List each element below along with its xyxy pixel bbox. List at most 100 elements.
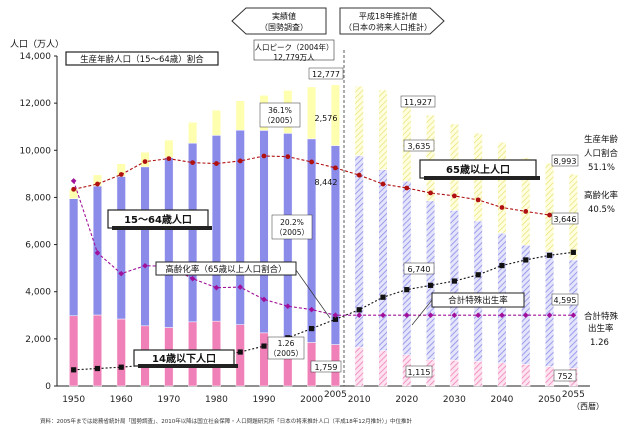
label-2025-1564: 6,740 [408,265,431,274]
aging-rate-label: 高齢化率（65歳以上人口割合） [165,264,286,275]
bar-1-1975 [188,142,198,323]
line-1-point-2030 [451,278,457,284]
line-0-point-1950 [71,186,77,192]
bar-2-2005 [330,84,340,146]
bar-1-2015 [378,169,388,351]
line-1-point-2015 [380,294,386,300]
x-tick-label: 2030 [443,395,466,405]
header-actual: 実績値 （国勢調査） [231,7,327,35]
bar-0-2010 [354,346,364,387]
y-tick-label: 4,000 [25,288,51,298]
right-tfr-line2: 出生率 [588,323,614,334]
header-estimate-line2: （日本の将来人口推計） [344,22,432,32]
ann-tfr-2005: 1.26 （2005） [267,336,305,360]
group-65-box: 65歳以上人口 [419,159,540,180]
line-0-point-1985 [237,158,243,164]
line-0-point-1990 [261,153,267,159]
line-2-point-1985 [237,284,244,290]
line-0-point-1980 [214,161,219,166]
y-axis-unit: 人口（万人） [10,39,64,50]
line-0-point-2000 [309,159,315,165]
line-2-point-1950 [70,178,77,184]
x-axis-unit: （西暦） [572,402,604,411]
group-65-label: 65歳以上人口 [446,163,510,176]
bar-2-2010 [354,85,364,156]
label-2005-014: 1,759 [315,363,338,372]
line-0-point-2025 [428,190,433,196]
bar-2-2040 [497,141,507,234]
right-aging-line2: 40.5% [588,205,615,215]
line-1-point-1955 [94,365,101,372]
peak-label-line2: 12,779万人 [273,53,315,62]
rate-lines [70,153,577,373]
x-tick-label: 1970 [157,395,180,405]
line-0-point-1960 [118,172,124,177]
header-estimate-line1: 平成18年推計値 [359,11,417,21]
bar-1-1990 [259,130,269,334]
bar-1-2030 [449,210,459,361]
line-0-point-2035 [475,197,481,203]
right-working-line2: 人口割合 [584,148,619,159]
y-tick-label: 12,000 [20,99,52,109]
line-2-point-2045 [522,312,529,318]
line-1-point-2000 [309,325,315,332]
line-2-point-1955 [94,250,101,256]
header-actual-line1: 実績値 [272,11,296,21]
group-014-label: 14歳以下人口 [152,352,216,365]
working-share-box: 生産年齢人口（15～64歳）割合 [65,51,219,66]
line-0-point-2015 [380,181,386,187]
line-0-point-2050 [547,212,552,218]
bar-1-1965 [140,166,150,327]
bar-0-1955 [92,314,103,387]
line-0-point-1970 [166,156,172,162]
label-2005-65: 2,576 [315,114,338,123]
line-1-point-1990 [261,343,267,349]
x-tick-label: 2020 [395,395,418,405]
bar-0-1950 [69,315,79,387]
line-2-point-2020 [403,312,410,318]
line-2-point-2030 [451,312,458,318]
line-0-point-2045 [523,209,529,214]
ann-tfr-year: （2005） [269,349,303,358]
bar-2-2015 [378,89,388,170]
y-tick-label: 6,000 [25,241,51,251]
line-1-point-2020 [404,287,410,293]
label-2055-014: 752 [557,372,572,381]
x-tick-label: 1950 [62,395,85,405]
line-2-point-1965 [142,262,148,269]
peak-annotation: 人口ピーク（2004年） 12,779万人 [253,39,335,62]
bar-0-1985 [235,324,245,387]
line-2-point-2035 [475,312,481,318]
group-1564-box: 15～64歳人口 [107,209,212,230]
ann-working-value: 36.1% [268,106,292,115]
bar-1-1970 [164,157,174,328]
header-actual-line2: （国勢調査） [260,22,308,32]
x-axis-ticks: 1950 1960 1970 1980 1990 2000 2005 2010 2020 2030… [62,390,585,405]
right-aging-line1: 高齢化率 [584,190,619,201]
label-2025-total: 11,927 [404,98,432,107]
line-0-point-1975 [190,160,196,165]
bar-0-1960 [116,318,126,387]
right-labels: 生産年齢 人口割合 51.1% 高齢化率 40.5% 合計特殊 出生率 1.26 [584,134,619,348]
line-2-point-2005 [332,312,339,318]
bar-0-2030 [449,360,459,387]
y-axis-ticks: 0 2,000 4,000 6,000 8,000 10,000 12,000 14,000 [20,52,57,392]
line-1-point-2010 [356,307,362,313]
label-2025-014: 1,115 [408,368,431,377]
bar-1-2010 [354,155,364,348]
aging-rate-pointer [295,269,331,319]
tfr-pointer [411,299,433,326]
line-1-point-2040 [499,262,505,269]
line-2-point-1995 [285,303,291,310]
line-0-point-1955 [95,181,100,187]
line-0 [73,155,574,218]
y-tick-label: 14,000 [20,52,52,62]
line-2-point-2010 [356,312,362,318]
y-tick-label: 0 [45,382,51,392]
group-1564-label: 15～64歳人口 [124,213,192,226]
y-tick-label: 10,000 [20,146,52,156]
bar-1-1950 [69,198,79,317]
bar-2-1985 [235,100,245,131]
x-tick-label: 2040 [491,395,514,405]
